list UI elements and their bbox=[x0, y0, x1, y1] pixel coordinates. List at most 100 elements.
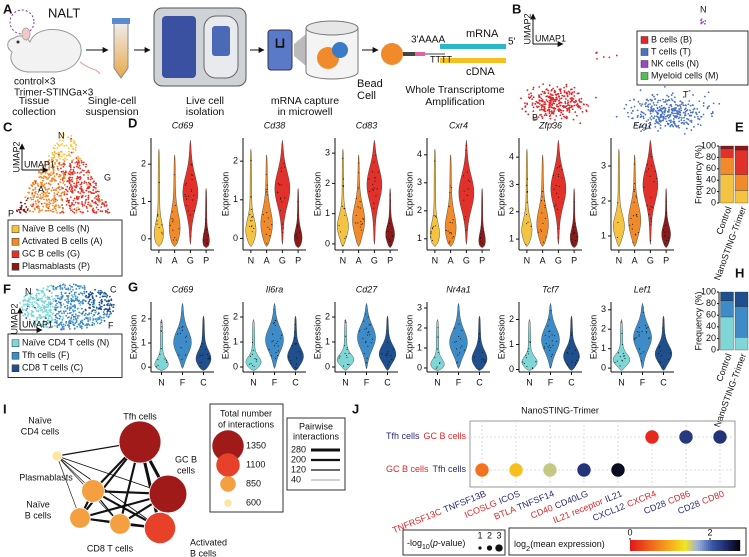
cell-point bbox=[39, 209, 42, 212]
cell-point bbox=[77, 166, 80, 169]
jitter-point bbox=[294, 235, 296, 237]
y-axis-label: Expression bbox=[588, 315, 598, 360]
cell-point bbox=[69, 168, 72, 171]
cell-point bbox=[665, 120, 668, 123]
cell-point bbox=[75, 184, 78, 187]
cell-point bbox=[54, 189, 57, 191]
cell-point bbox=[101, 210, 104, 213]
jitter-point bbox=[530, 341, 532, 344]
cell-point bbox=[86, 317, 89, 319]
cell-point bbox=[58, 145, 60, 148]
cell-point bbox=[69, 190, 72, 192]
cell-point bbox=[62, 211, 65, 214]
jitter-point bbox=[272, 340, 274, 342]
cell-point bbox=[553, 110, 555, 113]
title-part: (mean expression) bbox=[530, 539, 605, 549]
jitter-point bbox=[643, 351, 645, 353]
cell-point bbox=[29, 196, 32, 199]
cell-point bbox=[76, 162, 79, 164]
cell-point bbox=[45, 322, 47, 325]
colorbar-cell bbox=[632, 540, 635, 551]
cell-point bbox=[50, 319, 53, 322]
cell-point bbox=[683, 108, 686, 111]
jitter-point bbox=[544, 207, 546, 209]
cell-point bbox=[25, 303, 28, 306]
cell-point bbox=[67, 324, 70, 327]
jitter-point bbox=[449, 221, 451, 224]
cell-point bbox=[676, 115, 679, 118]
jitter-point bbox=[385, 231, 387, 233]
cell-point bbox=[73, 197, 76, 200]
cell-point bbox=[98, 190, 100, 193]
jitter-point bbox=[342, 365, 345, 367]
jitter-point bbox=[193, 194, 195, 196]
jitter-point bbox=[526, 184, 528, 186]
jitter-point bbox=[548, 344, 550, 346]
step-label: mRNA capture bbox=[271, 95, 339, 107]
jitter-point bbox=[373, 187, 375, 189]
cell-point bbox=[27, 312, 30, 315]
cell-point bbox=[69, 173, 72, 176]
cell-point bbox=[560, 97, 563, 100]
cell-point bbox=[106, 313, 108, 315]
cell-point bbox=[657, 99, 660, 102]
violin bbox=[563, 315, 580, 371]
jitter-point bbox=[435, 367, 437, 369]
jitter-point bbox=[360, 223, 362, 225]
x-tick-label: N bbox=[526, 377, 533, 387]
colorbar-cell bbox=[714, 540, 717, 551]
cell-point bbox=[49, 172, 51, 175]
jitter-point bbox=[614, 362, 616, 364]
jitter-point bbox=[466, 171, 468, 173]
gene-name: Zfp36 bbox=[538, 120, 562, 130]
cell-point bbox=[550, 99, 553, 101]
jitter-point bbox=[650, 224, 652, 226]
cell-point bbox=[34, 188, 37, 191]
cell-point bbox=[50, 292, 53, 294]
node-label: B cells bbox=[25, 510, 52, 520]
jitter-point bbox=[206, 229, 208, 231]
jitter-point bbox=[344, 345, 346, 347]
jitter-point bbox=[160, 347, 162, 350]
bar-segment bbox=[734, 306, 749, 338]
jitter-point bbox=[570, 234, 572, 236]
jitter-point bbox=[265, 233, 267, 235]
cell-point bbox=[21, 309, 24, 311]
cell-point bbox=[27, 196, 30, 199]
jitter-point bbox=[449, 240, 451, 242]
cell-point bbox=[531, 102, 534, 104]
cell-point bbox=[48, 203, 51, 206]
dot bbox=[645, 430, 659, 444]
legend-label: Naïve CD4 T cells (N) bbox=[22, 338, 109, 348]
cell-point bbox=[640, 126, 643, 129]
cell-point bbox=[43, 292, 46, 295]
cell-point bbox=[46, 191, 49, 193]
cell-point bbox=[58, 311, 61, 313]
cell-point bbox=[92, 309, 95, 311]
jitter-point bbox=[346, 347, 348, 349]
cell-point bbox=[565, 115, 568, 118]
cell-point bbox=[86, 324, 89, 326]
cell-point bbox=[57, 183, 60, 185]
cell-point bbox=[67, 300, 70, 303]
jitter-point bbox=[369, 190, 371, 193]
cell-point bbox=[78, 195, 80, 198]
cell-point bbox=[685, 121, 687, 124]
jitter-point bbox=[633, 201, 635, 203]
violin bbox=[195, 315, 212, 371]
violin bbox=[471, 315, 488, 371]
cell-point bbox=[80, 285, 82, 287]
jitter-point bbox=[171, 211, 173, 213]
cell-point bbox=[26, 209, 29, 212]
jitter-point bbox=[199, 355, 201, 357]
cell-point bbox=[44, 296, 47, 299]
cell-point bbox=[23, 304, 25, 307]
node-label: CD4 cells bbox=[21, 426, 60, 436]
cell-point bbox=[557, 109, 560, 112]
cell-point bbox=[42, 287, 45, 290]
cell-point bbox=[25, 206, 28, 208]
legend-swatch bbox=[11, 238, 20, 246]
cell-point bbox=[62, 174, 65, 177]
cell-point bbox=[667, 99, 670, 101]
